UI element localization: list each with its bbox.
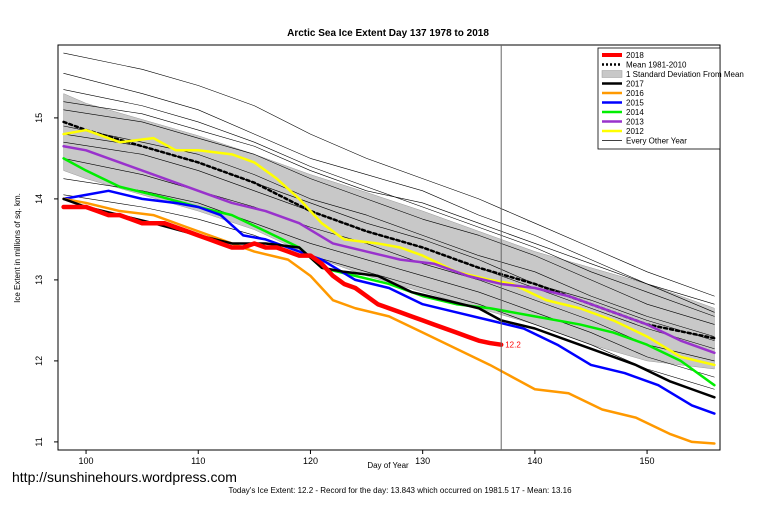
x-tick-label: 130 <box>415 456 430 466</box>
legend-label: 2016 <box>626 89 644 98</box>
y-axis-title: Ice Extent in millions of sq. km. <box>13 193 22 303</box>
series-line-2014-14 <box>62 157 716 387</box>
series-line-every-other-year-7 <box>63 178 715 378</box>
last-value-label: 12.2 <box>505 341 521 350</box>
y-tick-label: 11 <box>34 437 44 446</box>
legend-label: 1 Standard Deviation From Mean <box>626 70 744 79</box>
series-line-2015-15 <box>62 189 716 415</box>
legend-label: 2012 <box>626 127 644 136</box>
std-dev-band <box>63 93 715 370</box>
y-tick-label: 14 <box>34 194 44 204</box>
watermark-url: http://sunshinehours.wordpress.com <box>12 469 237 485</box>
plot-frame <box>57 44 721 451</box>
footer-summary: Today's Ice Extent: 12.2 - Record for th… <box>228 486 572 495</box>
series-line-every-other-year-1 <box>63 73 715 305</box>
legend-label: 2014 <box>626 108 644 117</box>
series-line-every-other-year-4 <box>63 125 715 337</box>
y-tick-label: 13 <box>34 275 44 285</box>
series-line-2018-18 <box>61 204 504 347</box>
legend-label: 2018 <box>626 51 644 60</box>
x-tick-label: 100 <box>79 456 94 466</box>
x-tick-label: 140 <box>527 456 542 466</box>
legend-label: 2015 <box>626 99 644 108</box>
series-line-2013-13 <box>62 145 716 355</box>
series-line-2016-16 <box>62 197 716 445</box>
series-line-every-other-year-3 <box>63 109 715 325</box>
x-axis-title: Day of Year <box>367 461 409 470</box>
x-axis: 100 110 120 130 140 150 <box>79 450 655 466</box>
series-line-2012-12 <box>62 128 716 367</box>
y-tick-label: 12 <box>34 356 44 366</box>
std-dev-band-layer <box>63 93 715 370</box>
legend-label: 2017 <box>626 80 644 89</box>
legend-label: 2013 <box>626 118 644 127</box>
legend-swatch <box>601 70 623 78</box>
chart-title: Arctic Sea Ice Extent Day 137 1978 to 20… <box>287 28 489 39</box>
series-line-every-other-year-0 <box>63 52 715 297</box>
x-tick-label: 150 <box>640 456 655 466</box>
series-line-every-other-year-8 <box>63 194 715 390</box>
y-axis: 11 12 13 14 15 <box>34 113 58 447</box>
y-tick-label: 15 <box>34 113 44 123</box>
legend-label: Every Other Year <box>626 137 687 146</box>
legend-label: Mean 1981-2010 <box>626 61 687 70</box>
series-layer <box>61 52 716 445</box>
series-line-every-other-year-9 <box>63 101 715 313</box>
x-tick-label: 120 <box>303 456 318 466</box>
x-tick-label: 110 <box>191 456 205 466</box>
